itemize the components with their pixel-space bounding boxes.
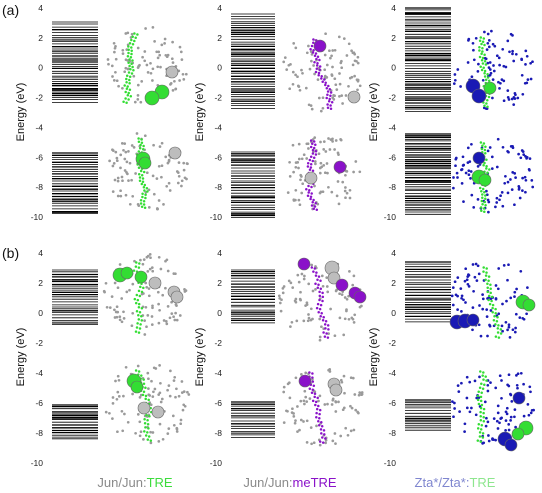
y-tick-label: 0 — [38, 308, 43, 318]
y-tick-label: -6 — [214, 152, 222, 162]
y-tick-label: -2 — [214, 338, 222, 348]
molecule-rendering — [104, 364, 191, 445]
caption-zta-tre-part-2: TRE — [469, 475, 495, 490]
y-axis-title: Energy (eV) — [194, 328, 206, 387]
y-tick-label: 4 — [217, 3, 222, 13]
y-axis-title: Energy (eV) — [194, 83, 206, 142]
y-tick-label: -10 — [210, 212, 223, 222]
y-tick-label: -8 — [388, 428, 396, 438]
molecule-rendering — [277, 257, 367, 342]
energy-level-band — [52, 269, 98, 440]
energy-level-band — [231, 269, 275, 439]
y-tick-label: -8 — [214, 182, 222, 192]
y-tick-label: 0 — [217, 308, 222, 318]
y-tick-label: -8 — [388, 182, 396, 192]
molecule-rendering — [452, 137, 535, 214]
y-tick-label: -6 — [35, 398, 43, 408]
y-tick-label: -6 — [35, 152, 43, 162]
y-tick-label: -10 — [210, 458, 223, 468]
energy-level-band — [405, 261, 451, 431]
panel-label-a: (a) — [2, 2, 19, 18]
y-axis-title: Energy (eV) — [15, 328, 27, 387]
molecule-rendering — [282, 32, 362, 113]
energy-spectra — [52, 7, 451, 440]
y-tick-label: 4 — [217, 248, 222, 258]
y-tick-label: -2 — [388, 338, 396, 348]
y-tick-label: 4 — [38, 248, 43, 258]
caption-jun-tre-part-1: Jun/Jun: — [97, 475, 146, 490]
y-tick-label: -4 — [214, 368, 222, 378]
energy-level-band — [52, 21, 98, 214]
caption-zta-tre: Zta*/Zta*:TRE — [415, 475, 496, 490]
y-tick-label: 0 — [217, 63, 222, 73]
molecule-rendering — [282, 368, 364, 447]
molecule-rendering — [102, 253, 188, 336]
y-tick-label: 4 — [391, 3, 396, 13]
y-tick-label: 2 — [391, 33, 396, 43]
panel-label-b: (b) — [2, 245, 19, 261]
y-tick-label: 4 — [391, 248, 396, 258]
y-tick-label: 0 — [391, 63, 396, 73]
y-tick-label: -4 — [35, 122, 43, 132]
caption-jun-tre: Jun/Jun:TRE — [97, 475, 172, 490]
y-tick-label: -8 — [214, 428, 222, 438]
caption-jun-tre-part-2: TRE — [147, 475, 173, 490]
y-tick-label: 4 — [38, 3, 43, 13]
molecule-rendering — [452, 29, 534, 111]
y-tick-label: 2 — [217, 33, 222, 43]
molecule-renderings — [102, 26, 536, 452]
y-tick-label: -4 — [214, 122, 222, 132]
y-axis-title: Energy (eV) — [368, 328, 380, 387]
y-tick-label: -6 — [388, 152, 396, 162]
molecule-rendering — [106, 26, 188, 106]
y-tick-label: -10 — [31, 458, 44, 468]
y-tick-label: -4 — [388, 368, 396, 378]
caption-jun-metre-part-2: meTRE — [293, 475, 337, 490]
y-axis-title: Energy (eV) — [368, 83, 380, 142]
y-tick-label: -4 — [35, 368, 43, 378]
molecule-rendering — [451, 370, 535, 452]
y-tick-label: 0 — [391, 308, 396, 318]
axes: 4 2 0 -2 -4 -6 -8 -10 Energy (eV) 4 2 0 -2 -4 -6 -8 -10 E… — [15, 3, 396, 468]
y-tick-label: -2 — [214, 93, 222, 103]
y-tick-label: 2 — [38, 33, 43, 43]
y-tick-label: -10 — [384, 458, 397, 468]
molecule-rendering — [108, 132, 189, 211]
y-tick-label: -2 — [35, 93, 43, 103]
caption-zta-tre-part-1: Zta*/Zta*: — [415, 475, 470, 490]
molecule-rendering — [449, 262, 536, 339]
y-tick-label: 2 — [38, 278, 43, 288]
y-axis-title: Energy (eV) — [15, 83, 27, 142]
y-tick-label: -4 — [388, 122, 396, 132]
y-tick-label: -10 — [31, 212, 44, 222]
energy-level-band — [405, 7, 451, 215]
molecule-rendering — [286, 136, 362, 211]
y-tick-label: -2 — [35, 338, 43, 348]
y-tick-label: 2 — [391, 278, 396, 288]
energy-level-band — [231, 13, 275, 218]
caption-jun-metre: Jun/Jun:meTRE — [243, 475, 337, 490]
y-tick-label: -6 — [214, 398, 222, 408]
y-tick-label: 2 — [217, 278, 222, 288]
y-tick-label: -2 — [388, 93, 396, 103]
y-tick-label: -8 — [35, 182, 43, 192]
caption-jun-metre-part-1: Jun/Jun: — [243, 475, 292, 490]
y-tick-label: -10 — [384, 212, 397, 222]
y-tick-label: -6 — [388, 398, 396, 408]
y-tick-label: -8 — [35, 428, 43, 438]
y-tick-label: 0 — [38, 63, 43, 73]
